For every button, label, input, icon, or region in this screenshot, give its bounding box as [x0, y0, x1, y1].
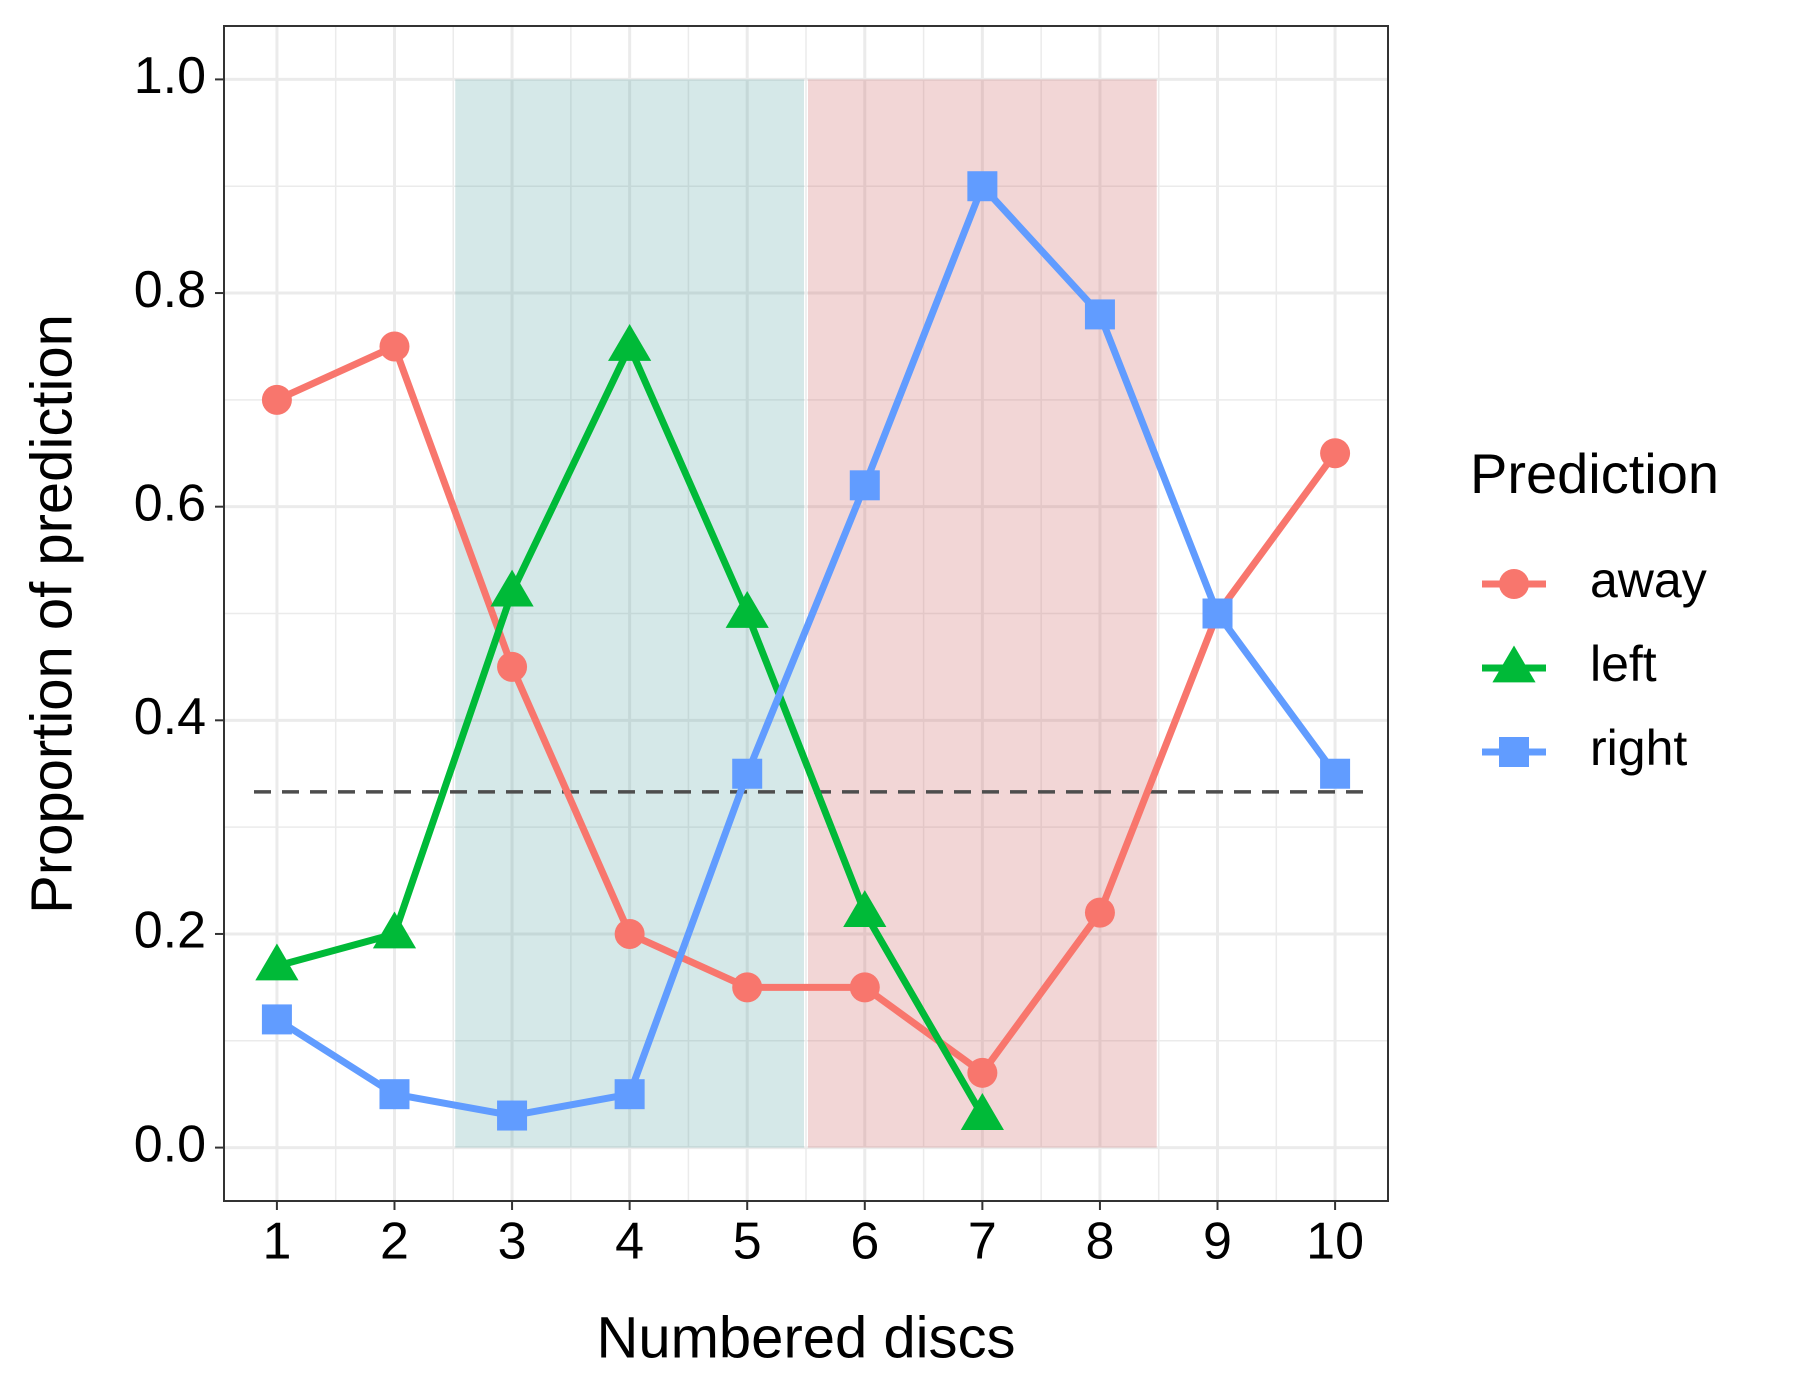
- x-tick-label: 9: [1203, 1213, 1232, 1271]
- marker: [379, 1079, 410, 1110]
- x-tick-label: 1: [262, 1213, 291, 1271]
- x-tick-label: 4: [615, 1213, 644, 1271]
- marker: [967, 1057, 998, 1088]
- y-axis-title: Proportion of prediction: [19, 314, 84, 914]
- marker: [732, 972, 763, 1003]
- marker: [843, 890, 887, 927]
- marker: [608, 323, 652, 361]
- shaded-band: [808, 79, 1157, 1148]
- legend-marker: [1492, 645, 1536, 683]
- x-tick-label: 2: [380, 1213, 409, 1271]
- marker: [1320, 438, 1351, 469]
- y-tick-label: 0.8: [134, 261, 206, 319]
- legend-marker: [1499, 737, 1529, 767]
- series-line: [275, 342, 1338, 1077]
- y-tick-label: 0.2: [134, 902, 206, 960]
- marker: [725, 591, 769, 628]
- marker: [849, 972, 880, 1003]
- marker: [960, 1093, 1004, 1130]
- marker: [1084, 299, 1115, 330]
- x-tick-label: 8: [1085, 1213, 1114, 1271]
- legend-label: left: [1590, 636, 1657, 692]
- marker: [732, 758, 763, 789]
- legend-label: right: [1590, 720, 1687, 776]
- marker: [849, 470, 880, 501]
- marker: [372, 911, 417, 949]
- x-tick-label: 10: [1306, 1213, 1364, 1271]
- series-line: [275, 182, 1338, 1120]
- marker: [497, 1100, 528, 1131]
- marker: [1202, 598, 1233, 629]
- x-tick-label: 5: [733, 1213, 762, 1271]
- y-tick-label: 0.6: [134, 474, 206, 532]
- marker: [261, 1004, 292, 1035]
- marker: [490, 569, 534, 607]
- x-tick-label: 7: [968, 1213, 997, 1271]
- y-tick-label: 0.0: [134, 1115, 206, 1173]
- x-tick-label: 3: [498, 1213, 527, 1271]
- legend-title: Prediction: [1470, 442, 1719, 505]
- marker: [1320, 758, 1351, 789]
- legend-marker: [1499, 569, 1529, 599]
- marker: [614, 1079, 645, 1110]
- marker: [614, 918, 645, 949]
- y-tick-label: 0.4: [134, 688, 206, 746]
- x-tick-label: 6: [850, 1213, 879, 1271]
- y-tick-label: 1.0: [134, 47, 206, 105]
- marker: [1084, 897, 1115, 928]
- plot-border: [223, 25, 1389, 1202]
- marker: [967, 171, 998, 202]
- legend-label: away: [1590, 552, 1707, 608]
- marker: [379, 331, 410, 362]
- marker: [255, 943, 299, 981]
- marker: [497, 651, 528, 682]
- marker: [261, 384, 292, 415]
- x-axis-title: Numbered discs: [596, 1305, 1015, 1370]
